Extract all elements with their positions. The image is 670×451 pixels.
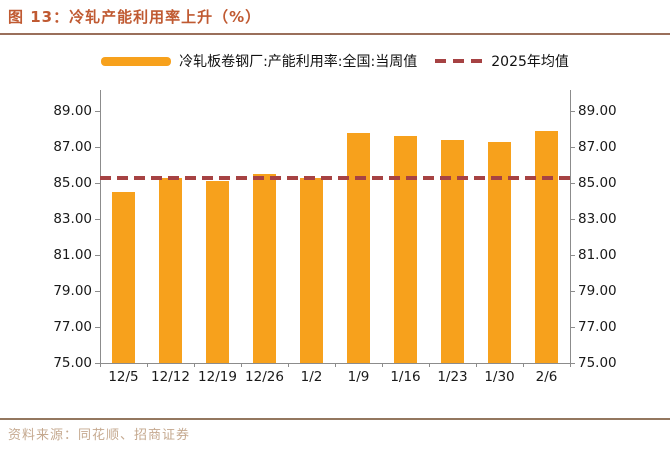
y-tick-left xyxy=(95,291,100,292)
bar xyxy=(488,141,511,363)
chart-legend: 冷轧板卷钢厂:产能利用率:全国:当周值 2025年均值 xyxy=(0,51,670,71)
bar xyxy=(535,130,558,363)
x-tick xyxy=(147,363,148,367)
x-tick xyxy=(194,363,195,367)
bar xyxy=(112,192,135,363)
legend-average-label: 2025年均值 xyxy=(491,54,569,70)
bar xyxy=(347,132,370,363)
y-axis-label-left: 85.00 xyxy=(53,175,92,191)
x-tick xyxy=(476,363,477,367)
y-tick-left xyxy=(95,327,100,328)
x-tick xyxy=(241,363,242,367)
average-line xyxy=(100,175,570,180)
legend-item-series: 冷轧板卷钢厂:产能利用率:全国:当周值 xyxy=(101,51,417,71)
y-tick-left xyxy=(95,111,100,112)
title-divider xyxy=(0,33,670,35)
x-axis-label: 1/30 xyxy=(484,369,515,385)
y-tick-right xyxy=(570,219,575,220)
x-axis-label: 1/23 xyxy=(437,369,468,385)
y-axis-label-right: 79.00 xyxy=(578,283,617,299)
y-axis-label-left: 81.00 xyxy=(53,247,92,263)
y-axis-label-right: 87.00 xyxy=(578,139,617,155)
y-tick-left xyxy=(95,219,100,220)
y-axis-label-left: 87.00 xyxy=(53,139,92,155)
x-axis-label: 1/16 xyxy=(390,369,421,385)
bar xyxy=(441,139,464,363)
x-axis-label: 12/5 xyxy=(108,369,139,385)
legend-series-label: 冷轧板卷钢厂:产能利用率:全国:当周值 xyxy=(179,54,418,70)
x-tick xyxy=(382,363,383,367)
page-title: 图 13：冷轧产能利用率上升（%） xyxy=(8,8,262,26)
y-axis-label-left: 89.00 xyxy=(53,103,92,119)
y-tick-left xyxy=(95,363,100,364)
y-axis-right xyxy=(570,90,571,363)
y-axis-label-left: 79.00 xyxy=(53,283,92,299)
y-tick-right xyxy=(570,327,575,328)
y-tick-left xyxy=(95,147,100,148)
bar xyxy=(159,177,182,363)
source-note: 资料来源：同花顺、招商证券 xyxy=(8,428,191,443)
y-axis-label-right: 77.00 xyxy=(578,319,617,335)
x-axis-label: 12/19 xyxy=(198,369,237,385)
y-axis-label-left: 75.00 xyxy=(53,355,92,371)
dashed-line-swatch-icon xyxy=(435,59,484,63)
y-tick-right xyxy=(570,291,575,292)
legend-item-average: 2025年均值 xyxy=(435,51,569,71)
x-axis-label: 12/12 xyxy=(151,369,190,385)
y-axis-label-right: 89.00 xyxy=(578,103,617,119)
x-tick xyxy=(335,363,336,367)
y-axis-left xyxy=(100,90,101,363)
y-axis-label-right: 75.00 xyxy=(578,355,617,371)
bar xyxy=(300,177,323,363)
y-axis-label-right: 83.00 xyxy=(578,211,617,227)
y-tick-left xyxy=(95,183,100,184)
y-tick-right xyxy=(570,255,575,256)
y-tick-right xyxy=(570,111,575,112)
x-axis-label: 1/9 xyxy=(347,369,370,385)
y-axis-label-left: 77.00 xyxy=(53,319,92,335)
bar xyxy=(394,136,417,363)
footer-divider xyxy=(0,418,670,420)
x-axis-label: 12/26 xyxy=(245,369,284,385)
y-tick-left xyxy=(95,255,100,256)
x-axis-label: 1/2 xyxy=(300,369,323,385)
x-tick xyxy=(100,363,101,367)
bar xyxy=(253,174,276,363)
x-tick xyxy=(570,363,571,367)
y-tick-right xyxy=(570,183,575,184)
y-axis-label-right: 81.00 xyxy=(578,247,617,263)
bar-series-swatch-icon xyxy=(101,56,172,66)
bar-chart: 75.00 75.00 77.00 77.00 79.00 79.00 81.00 81.00… xyxy=(53,90,617,385)
y-axis-label-right: 85.00 xyxy=(578,175,617,191)
x-tick xyxy=(429,363,430,367)
bar xyxy=(206,181,229,363)
y-tick-right xyxy=(570,147,575,148)
x-tick xyxy=(523,363,524,367)
x-tick xyxy=(288,363,289,367)
y-tick-right xyxy=(570,363,575,364)
y-axis-label-left: 83.00 xyxy=(53,211,92,227)
x-axis-label: 2/6 xyxy=(535,369,558,385)
